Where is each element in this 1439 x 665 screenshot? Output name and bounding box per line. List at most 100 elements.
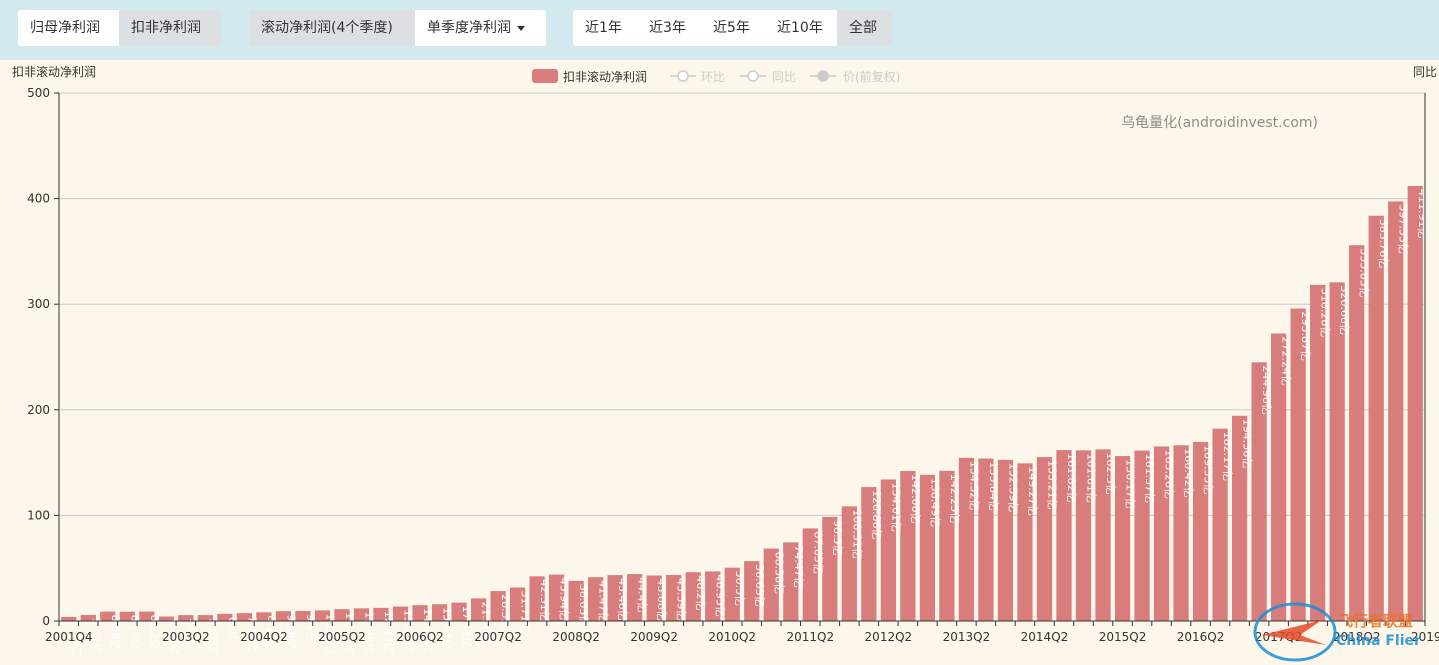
bar-2002Q1[interactable] — [80, 614, 96, 621]
bar-2006Q3[interactable] — [431, 604, 448, 621]
bar-2012Q3[interactable] — [900, 470, 916, 621]
bar-2004Q4[interactable] — [295, 610, 311, 621]
bar-2017Q4[interactable] — [1310, 284, 1326, 621]
bar-2014Q4[interactable] — [1075, 450, 1092, 621]
bar-2002Q2[interactable] — [100, 611, 116, 621]
bar-2014Q3[interactable] — [1056, 450, 1072, 621]
bar-2007Q3[interactable] — [509, 587, 526, 621]
bar-2017Q3[interactable] — [1290, 308, 1306, 621]
bar-2005Q3[interactable] — [353, 608, 370, 621]
bar-2015Q1[interactable] — [1095, 449, 1111, 621]
bar-2012Q1[interactable] — [861, 487, 877, 621]
bar-2007Q1[interactable] — [470, 598, 487, 621]
legend-item-qoq[interactable]: 环比 — [670, 70, 725, 84]
bar-2006Q2[interactable] — [412, 605, 428, 621]
bar-2004Q3[interactable] — [275, 611, 292, 621]
bar-2003Q2[interactable] — [178, 615, 194, 621]
bar-label-2012Q2: 134.01亿 — [889, 482, 902, 532]
bar-2002Q3[interactable] — [119, 611, 135, 621]
bar-label-2015Q4: 165.26亿 — [1163, 449, 1176, 499]
bar-2018Q3[interactable] — [1368, 215, 1384, 621]
bar-2012Q4[interactable] — [919, 474, 935, 621]
bar-label-2016Q2: 169.55亿 — [1202, 445, 1215, 495]
x-tick-label: 2007Q2 — [474, 630, 522, 644]
profit-type-group: 归母净利润 扣非净利润 — [18, 10, 221, 46]
bar-2019Q1[interactable] — [1407, 186, 1423, 621]
bar-label-2010Q3: 56.65亿 — [753, 564, 766, 607]
bar-2018Q1[interactable] — [1329, 282, 1345, 621]
x-tick-label: 2013Q2 — [943, 630, 991, 644]
bar-2015Q3[interactable] — [1134, 450, 1150, 621]
bar-2014Q2[interactable] — [1036, 457, 1053, 621]
bar-2018Q2[interactable] — [1349, 245, 1365, 621]
bar-2010Q1[interactable] — [705, 571, 721, 621]
profit-type-deducted-button[interactable]: 扣非净利润 — [119, 10, 221, 46]
range-10y-button[interactable]: 近10年 — [765, 10, 837, 46]
bar-2008Q4[interactable] — [607, 575, 623, 621]
range-all-button[interactable]: 全部 — [837, 10, 892, 46]
bar-label-2016Q1: 166.42亿 — [1182, 448, 1195, 498]
rolling-profit-button[interactable]: 滚动净利润(4个季度) — [249, 10, 415, 46]
bar-2007Q2[interactable] — [490, 591, 506, 621]
bar-2005Q2[interactable] — [334, 609, 350, 621]
bar-2015Q2[interactable] — [1114, 456, 1131, 621]
bar-2009Q4[interactable] — [685, 572, 701, 621]
bar-2010Q4[interactable] — [763, 548, 779, 621]
legend-item-yoy[interactable]: 同比 — [740, 70, 796, 84]
bar-2003Q1[interactable] — [158, 616, 174, 621]
bar-2013Q3[interactable] — [978, 458, 994, 621]
range-3y-button[interactable]: 近3年 — [637, 10, 701, 46]
range-5y-button[interactable]: 近5年 — [701, 10, 765, 46]
bar-2005Q4[interactable] — [373, 607, 389, 621]
bar-2013Q1[interactable] — [939, 470, 955, 621]
bar-2018Q4[interactable] — [1388, 201, 1404, 622]
bar-2014Q1[interactable] — [1017, 463, 1033, 621]
bar-2001Q4[interactable] — [61, 616, 77, 621]
bar-2008Q1[interactable] — [549, 574, 565, 621]
bar-2003Q3[interactable] — [197, 615, 213, 621]
bar-2017Q2[interactable] — [1271, 333, 1287, 621]
x-tick-label: 2004Q2 — [240, 630, 288, 644]
bar-2015Q4[interactable] — [1153, 446, 1170, 621]
quarterly-profit-dropdown[interactable]: 单季度净利润 — [415, 10, 546, 46]
bar-label-2002Q4: 8.92亿 — [148, 615, 161, 651]
range-1y-button[interactable]: 近1年 — [573, 10, 637, 46]
bar-2008Q2[interactable] — [568, 580, 584, 621]
bar-2011Q4[interactable] — [841, 506, 857, 621]
bar-2009Q2[interactable] — [646, 575, 662, 621]
bar-2016Q2[interactable] — [1192, 441, 1209, 621]
bar-2016Q1[interactable] — [1173, 445, 1189, 621]
toolbar: 归母净利润 扣非净利润 滚动净利润(4个季度) 单季度净利润 近1年 近3年 近… — [0, 0, 1439, 60]
bar-2005Q1[interactable] — [314, 610, 331, 621]
bar-label-2006Q3: 15.83亿 — [441, 607, 454, 650]
bar-2004Q2[interactable] — [256, 612, 272, 621]
bar-2007Q4[interactable] — [529, 576, 545, 621]
y-tick-label: 400 — [27, 192, 50, 206]
bar-2016Q3[interactable] — [1212, 428, 1228, 621]
bar-2006Q1[interactable] — [392, 606, 409, 621]
bar-2003Q4[interactable] — [217, 613, 233, 621]
bar-2011Q2[interactable] — [802, 528, 818, 621]
legend-item-price[interactable]: 价(前复权) — [810, 69, 900, 84]
bar-2013Q4[interactable] — [997, 459, 1014, 621]
bar-2009Q3[interactable] — [666, 574, 682, 621]
bar-label-2015Q1: 162.5亿 — [1104, 452, 1117, 495]
bar-2006Q4[interactable] — [451, 602, 467, 621]
legend-item-profit[interactable]: 扣非滚动净利润 — [532, 69, 647, 84]
bar-2002Q4[interactable] — [139, 611, 155, 621]
profit-type-parent-button[interactable]: 归母净利润 — [18, 10, 119, 46]
bar-2011Q1[interactable] — [783, 542, 799, 621]
bar-2017Q1[interactable] — [1251, 362, 1267, 621]
bar-2016Q4[interactable] — [1232, 415, 1248, 621]
bar-label-2013Q3: 153.84亿 — [987, 462, 1000, 512]
bar-2004Q1[interactable] — [236, 613, 252, 621]
bar-label-2013Q2: 154.52亿 — [967, 461, 980, 511]
bar-2013Q2[interactable] — [958, 457, 975, 621]
bar-2012Q2[interactable] — [880, 479, 896, 621]
bar-2010Q3[interactable] — [744, 561, 760, 621]
bar-2009Q1[interactable] — [627, 574, 643, 621]
bar-2011Q3[interactable] — [822, 516, 838, 621]
x-tick-label: 2008Q2 — [552, 630, 600, 644]
bar-2010Q2[interactable] — [724, 567, 740, 621]
bar-2008Q3[interactable] — [588, 577, 604, 621]
